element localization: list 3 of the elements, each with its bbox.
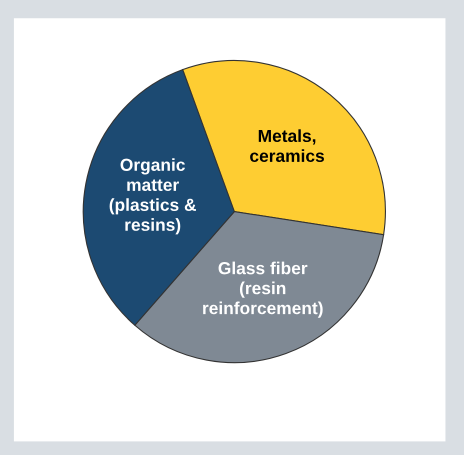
slice-label: Metals, ceramics xyxy=(250,129,324,162)
slice-label: Organic matter (plastics & resins) xyxy=(110,158,196,234)
slice-label: Glass fiber (resin reinforcement) xyxy=(203,262,323,318)
